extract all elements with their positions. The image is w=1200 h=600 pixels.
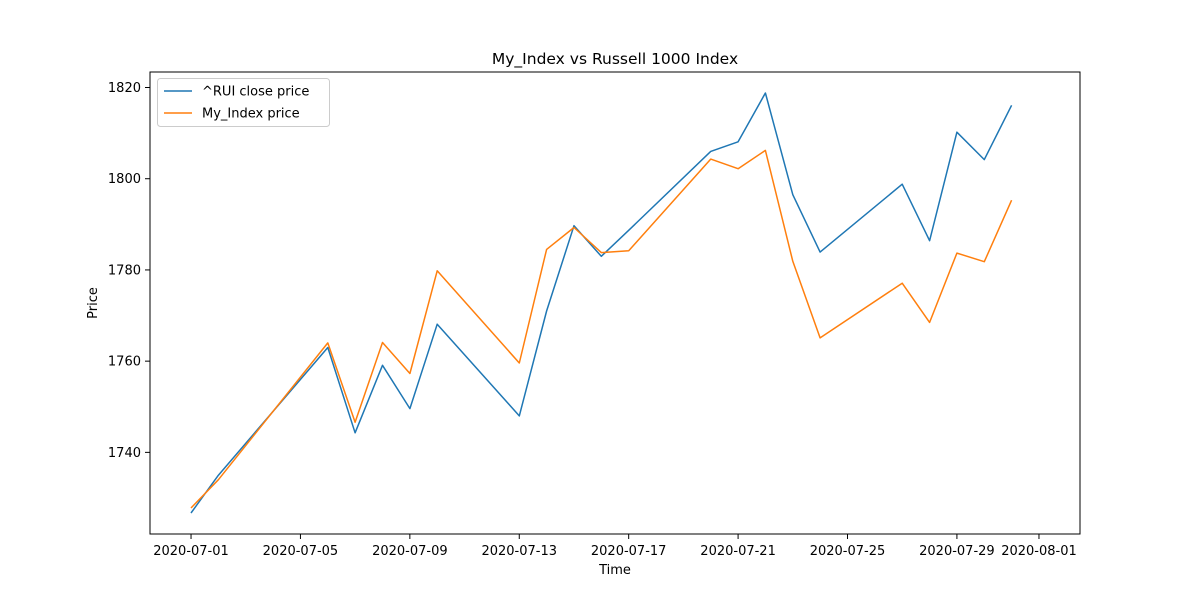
legend-label-1: ^RUI close price bbox=[202, 85, 309, 100]
series-line-1 bbox=[190, 92, 1013, 514]
x-tick-label: 2020-07-05 bbox=[263, 544, 339, 559]
x-tick-label: 2020-07-09 bbox=[372, 544, 448, 559]
y-tick-label: 1800 bbox=[108, 172, 141, 187]
plot-lines bbox=[190, 92, 1013, 514]
x-tick-label: 2020-07-21 bbox=[700, 544, 776, 559]
legend-label-2: My_Index price bbox=[202, 107, 300, 122]
x-axis-title: Time bbox=[598, 563, 631, 578]
series-line-2 bbox=[190, 149, 1013, 509]
plot-frame bbox=[149, 71, 1081, 535]
x-tick-label: 2020-07-17 bbox=[591, 544, 667, 559]
x-tick-label: 2020-08-01 bbox=[1001, 544, 1077, 559]
y-tick-label: 1780 bbox=[108, 263, 141, 278]
y-tick-label: 1820 bbox=[108, 81, 141, 96]
legend-box bbox=[157, 78, 330, 127]
x-tick-label: 2020-07-13 bbox=[481, 544, 557, 559]
chart-title: My_Index vs Russell 1000 Index bbox=[492, 50, 738, 69]
x-tick-label: 2020-07-01 bbox=[153, 544, 229, 559]
y-axis: 1740 1760 1780 1800 1820 bbox=[108, 81, 150, 461]
legend: ^RUI close price My_Index price bbox=[157, 78, 330, 127]
x-axis: 2020-07-01 2020-07-05 2020-07-09 2020-07-13… bbox=[153, 534, 1077, 559]
x-tick-label: 2020-07-25 bbox=[810, 544, 886, 559]
x-tick-label: 2020-07-29 bbox=[919, 544, 995, 559]
y-tick-label: 1740 bbox=[108, 446, 141, 461]
y-axis-title: Price bbox=[86, 287, 101, 319]
y-tick-label: 1760 bbox=[108, 355, 141, 370]
